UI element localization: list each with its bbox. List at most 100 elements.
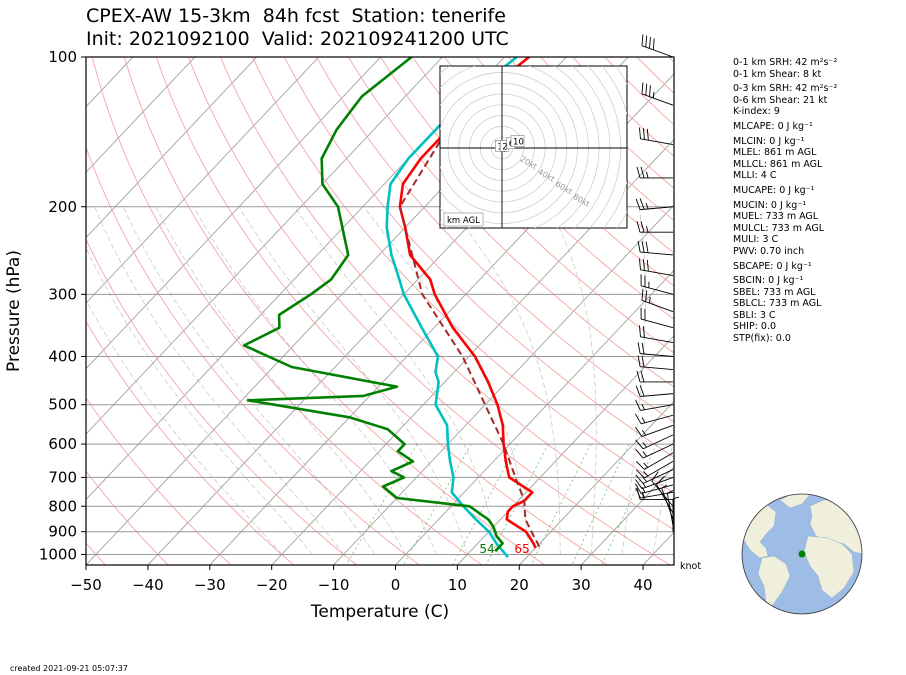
location-globe xyxy=(741,493,863,615)
index-line: MUCIN: 0 J kg⁻¹ xyxy=(733,199,807,211)
wind-unit-label: knot xyxy=(680,561,701,572)
index-line: 0-3 km SRH: 42 m²s⁻² xyxy=(733,83,838,95)
dry-adiabat xyxy=(86,238,357,565)
dry-adiabat xyxy=(348,57,674,388)
wind-barb-flag xyxy=(640,221,645,233)
wind-barb xyxy=(635,385,674,397)
wind-barb xyxy=(634,413,674,425)
wind-barb-flag xyxy=(635,427,643,437)
index-line: SHIP: 0.0 xyxy=(733,321,777,333)
wind-barb-flag xyxy=(640,166,645,179)
moist-adiabat xyxy=(86,299,282,555)
y-tick-label: 900 xyxy=(48,523,77,541)
isotherm xyxy=(86,57,381,370)
index-line: SBLCL: 733 m AGL xyxy=(733,298,822,310)
wind-barb xyxy=(636,452,674,470)
wind-barb-flag xyxy=(640,370,645,383)
wind-barb xyxy=(636,370,673,383)
wind-barb xyxy=(640,274,674,295)
wind-barb-flag xyxy=(636,488,641,500)
wind-barb-half-flag xyxy=(643,462,649,468)
moist-adiabat xyxy=(122,206,375,555)
wind-barb-staff xyxy=(641,285,674,295)
created-timestamp: created 2021-09-21 05:07:37 xyxy=(10,664,128,673)
sounding-trace xyxy=(398,113,542,550)
wind-barb-flag xyxy=(636,166,641,179)
wind-barb-staff xyxy=(640,336,674,344)
index-line: MLEL: 861 m AGL xyxy=(733,147,817,159)
wind-barb-half-flag xyxy=(641,403,645,410)
wind-barb-flag xyxy=(642,326,645,338)
y-tick-label: 300 xyxy=(48,285,77,303)
mixing-ratio-line xyxy=(403,443,472,565)
wind-barb-staff xyxy=(644,452,674,470)
wind-barb xyxy=(635,434,674,450)
mixing-ratio-line xyxy=(601,443,658,565)
wind-barb-flag xyxy=(634,483,642,494)
index-line: SBCIN: 0 J kg⁻¹ xyxy=(733,275,804,287)
dry-adiabat xyxy=(251,57,674,494)
index-line: MULCL: 733 m AGL xyxy=(733,222,825,234)
wind-barb-flag xyxy=(652,38,655,50)
wind-barb-half-flag xyxy=(642,476,648,483)
hodograph-label-box xyxy=(443,212,484,227)
index-line: 0-1 km SRH: 42 m²s⁻² xyxy=(733,57,838,68)
wind-barb xyxy=(666,490,674,526)
wind-barb-staff xyxy=(641,93,674,106)
wind-barb xyxy=(651,471,674,507)
wind-barb-half-flag xyxy=(641,481,647,488)
mixing-ratio-line xyxy=(345,443,418,565)
index-line: SBEL: 733 m AGL xyxy=(733,286,816,298)
x-tick-label: −50 xyxy=(70,576,102,594)
wind-barb-staff xyxy=(666,493,674,526)
wind-barb-flag xyxy=(649,37,651,49)
index-line: MLCIN: 0 J kg⁻¹ xyxy=(733,135,805,147)
dry-adiabat xyxy=(86,470,169,565)
wind-barb-flag xyxy=(635,449,644,459)
wind-barb-staff xyxy=(640,206,674,211)
wind-barb-flag xyxy=(635,198,641,210)
wind-barb-flag xyxy=(639,198,645,210)
isotherm xyxy=(86,57,258,239)
index-line: MLLCL: 861 m AGL xyxy=(733,158,823,170)
index-line: K-index: 9 xyxy=(733,106,780,118)
wind-barb-flag xyxy=(635,474,644,484)
axes: −50 −40 −30 −20 −10 0 10 20 30 40 100 200 300 400 500 6… xyxy=(39,48,653,594)
surface-dewpoint-label: 54 xyxy=(479,542,494,556)
wind-barb-flag xyxy=(637,342,641,354)
wind-barb-flag xyxy=(651,471,659,482)
wind-barb-staff xyxy=(642,434,674,450)
mixing-ratio-line xyxy=(571,443,630,565)
wind-barb xyxy=(636,166,673,179)
wind-barb-half-flag xyxy=(642,493,645,500)
isotherm xyxy=(518,400,674,565)
dry-adiabat xyxy=(155,57,608,565)
x-axis-label: Temperature (C) xyxy=(310,602,449,622)
wind-barb-staff xyxy=(640,404,674,411)
wind-barb xyxy=(635,399,674,411)
dry-adiabat xyxy=(86,397,232,565)
wind-barb-staff xyxy=(640,138,674,146)
wind-barb-staff xyxy=(640,353,674,357)
plot-frame xyxy=(85,56,675,566)
index-line: MUEL: 733 m AGL xyxy=(733,211,819,223)
wind-barb-flag xyxy=(639,258,641,270)
wind-barb-flag xyxy=(635,439,644,450)
wind-barb-half-flag xyxy=(641,417,646,423)
isotherm xyxy=(395,269,674,565)
wind-barb-half-flag xyxy=(645,202,649,210)
greenland-shape xyxy=(779,494,811,509)
wind-barb-staff xyxy=(651,480,674,507)
wind-barb-half-flag xyxy=(642,451,648,457)
y-tick-label: 500 xyxy=(48,396,77,414)
index-line: 0-1 km Shear: 8 kt xyxy=(733,68,822,80)
wind-barb xyxy=(635,469,674,484)
isotherm xyxy=(86,57,196,173)
moist-adiabat xyxy=(155,206,406,555)
y-tick-label: 800 xyxy=(48,497,77,515)
index-line: 0-6 km Shear: 21 kt xyxy=(733,94,828,106)
wind-barb-flag xyxy=(636,469,645,479)
wind-barb xyxy=(672,496,680,532)
wind-barb-flag xyxy=(645,290,648,302)
